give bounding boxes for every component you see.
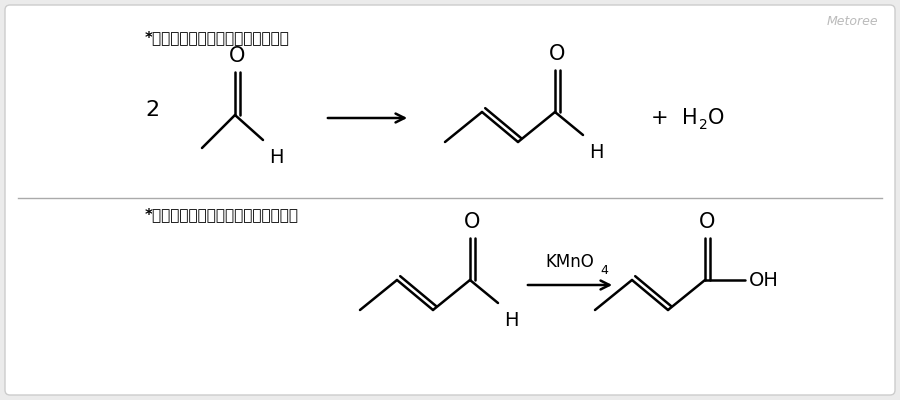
- Text: +: +: [652, 108, 669, 128]
- Text: 2: 2: [699, 118, 707, 132]
- Text: H: H: [504, 311, 518, 330]
- Text: O: O: [699, 212, 716, 232]
- Text: KMnO: KMnO: [545, 253, 594, 271]
- Text: 2: 2: [145, 100, 159, 120]
- Text: Metoree: Metoree: [826, 15, 878, 28]
- FancyBboxPatch shape: [5, 5, 895, 395]
- Text: O: O: [708, 108, 725, 128]
- Text: O: O: [230, 46, 246, 66]
- Text: 4: 4: [600, 264, 608, 277]
- Text: H: H: [589, 143, 604, 162]
- Text: OH: OH: [749, 270, 778, 290]
- Text: H: H: [269, 148, 284, 167]
- Text: H: H: [682, 108, 698, 128]
- Text: O: O: [464, 212, 481, 232]
- Text: *クロトンアルデヒドの合成法の例: *クロトンアルデヒドの合成法の例: [145, 30, 290, 45]
- Text: O: O: [549, 44, 566, 64]
- Text: *クロトンアルデヒドの酸化反応の例: *クロトンアルデヒドの酸化反応の例: [145, 207, 299, 222]
